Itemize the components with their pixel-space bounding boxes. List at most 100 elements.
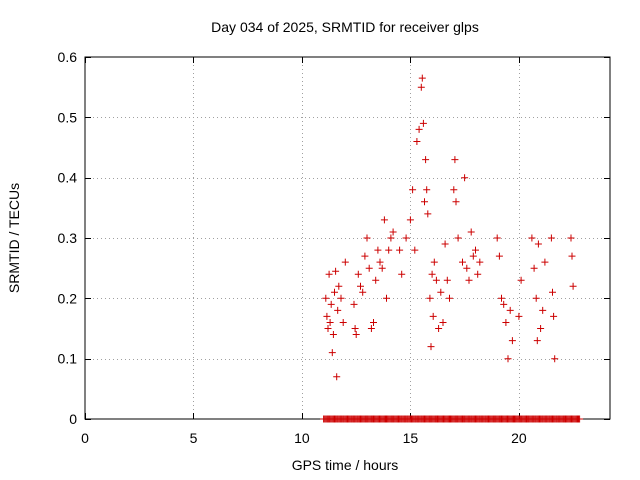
y-tick-label: 0 [69, 411, 77, 427]
data-point [426, 294, 434, 302]
data-point [517, 276, 525, 284]
data-point [467, 228, 475, 236]
data-point [441, 240, 449, 248]
data-point [428, 270, 436, 278]
data-point [326, 319, 334, 326]
data-point [450, 186, 458, 194]
data-point [550, 312, 558, 320]
x-tick-label: 10 [294, 430, 310, 446]
data-point [322, 294, 330, 302]
data-point [363, 234, 371, 242]
data-point [437, 288, 445, 296]
data-point [533, 337, 541, 345]
data-point [506, 306, 514, 314]
data-point [504, 355, 512, 363]
x-tick-label: 15 [403, 430, 419, 446]
y-tick-label: 0.2 [58, 290, 78, 306]
data-point [367, 325, 375, 332]
data-point [439, 319, 447, 326]
data-point [549, 288, 556, 296]
data-point [357, 282, 364, 290]
data-point [452, 198, 460, 206]
chart-title: Day 034 of 2025, SRMTID for receiver glp… [211, 19, 479, 35]
data-point [427, 343, 435, 351]
data-point [569, 282, 577, 290]
data-point [534, 240, 542, 248]
data-point [385, 246, 393, 254]
data-point-zero [576, 415, 584, 423]
data-point [469, 252, 477, 260]
x-tick-label: 5 [190, 430, 198, 446]
data-point [537, 325, 545, 332]
data-point [498, 294, 505, 302]
data-point [418, 74, 426, 82]
data-point [396, 246, 404, 254]
data-point [508, 337, 516, 345]
data-point [423, 186, 431, 194]
y-tick-label: 0.1 [58, 351, 78, 367]
data-point [409, 186, 417, 194]
data-point [413, 138, 421, 145]
data-point [461, 174, 469, 182]
y-tick-label: 0.6 [58, 49, 78, 65]
data-point [329, 331, 337, 338]
data-point [351, 325, 359, 332]
data-point [474, 270, 482, 278]
data-point [354, 270, 362, 278]
data-point [374, 246, 382, 254]
x-axis-label: GPS time / hours [292, 457, 399, 473]
grid-lines [85, 57, 610, 419]
data-point [387, 234, 395, 242]
data-point [493, 234, 501, 242]
data-point [551, 355, 559, 363]
data-point [429, 312, 437, 320]
data-point [476, 258, 484, 266]
data-point [323, 312, 331, 320]
data-point [415, 125, 423, 133]
data-point [359, 288, 367, 296]
data-point [370, 319, 377, 326]
data-point [463, 264, 471, 272]
data-point [406, 216, 414, 224]
data-point [325, 270, 333, 278]
data-point [421, 198, 428, 206]
data-point [350, 300, 358, 308]
x-tick-label: 0 [81, 430, 89, 446]
data-point [451, 156, 459, 164]
data-point [422, 156, 430, 164]
data-point [324, 325, 332, 332]
data-point [411, 246, 419, 254]
data-point [341, 258, 349, 266]
data-point [430, 258, 438, 266]
data-point [327, 300, 335, 308]
data-point [333, 373, 341, 381]
data-point [419, 119, 427, 127]
data-point [424, 210, 432, 218]
data-marks [320, 74, 584, 423]
data-point [530, 264, 538, 272]
data-point [331, 288, 338, 296]
data-point [335, 282, 343, 290]
data-point [328, 349, 336, 357]
data-point [567, 234, 575, 242]
data-point [383, 294, 390, 302]
data-point [389, 228, 397, 236]
data-point [541, 258, 549, 266]
data-point [515, 312, 523, 320]
x-tick-label: 20 [511, 430, 527, 446]
data-point [337, 294, 345, 302]
data-point [361, 252, 369, 260]
data-point [465, 276, 473, 284]
data-point [332, 267, 340, 275]
data-point [500, 300, 508, 308]
tick-labels: 0 0.1 0.2 0.3 0.4 0.5 0.6 0 5 10 15 20 [58, 49, 527, 446]
y-tick-label: 0.4 [58, 170, 78, 186]
data-point [547, 234, 555, 242]
data-point [459, 258, 466, 266]
data-point [568, 252, 576, 260]
data-point [495, 252, 503, 260]
y-tick-label: 0.3 [58, 230, 78, 246]
y-axis-label: SRMTID / TECUs [6, 183, 22, 293]
data-point [454, 234, 462, 242]
data-point [432, 276, 440, 284]
